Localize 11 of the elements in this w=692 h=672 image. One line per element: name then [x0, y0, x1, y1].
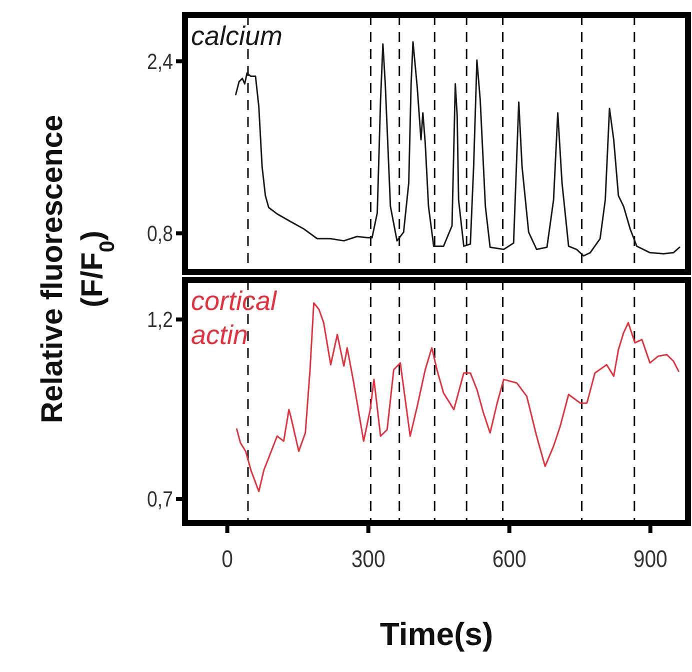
x-tick-label: 300	[351, 545, 386, 572]
y-tick-label: 0,7	[147, 488, 173, 512]
x-axis-title: Time(s)	[380, 616, 494, 652]
x-tick-label: 900	[633, 545, 668, 572]
y-tick-label: 0,8	[147, 222, 173, 246]
series-label: cortical actin	[191, 286, 278, 350]
x-tick-label: 0	[222, 545, 233, 572]
series-label: calcium	[191, 21, 283, 51]
y-tick-label: 2,4	[147, 50, 173, 74]
y-tick-label: 1,2	[147, 308, 173, 333]
x-tick-label: 600	[492, 545, 526, 572]
